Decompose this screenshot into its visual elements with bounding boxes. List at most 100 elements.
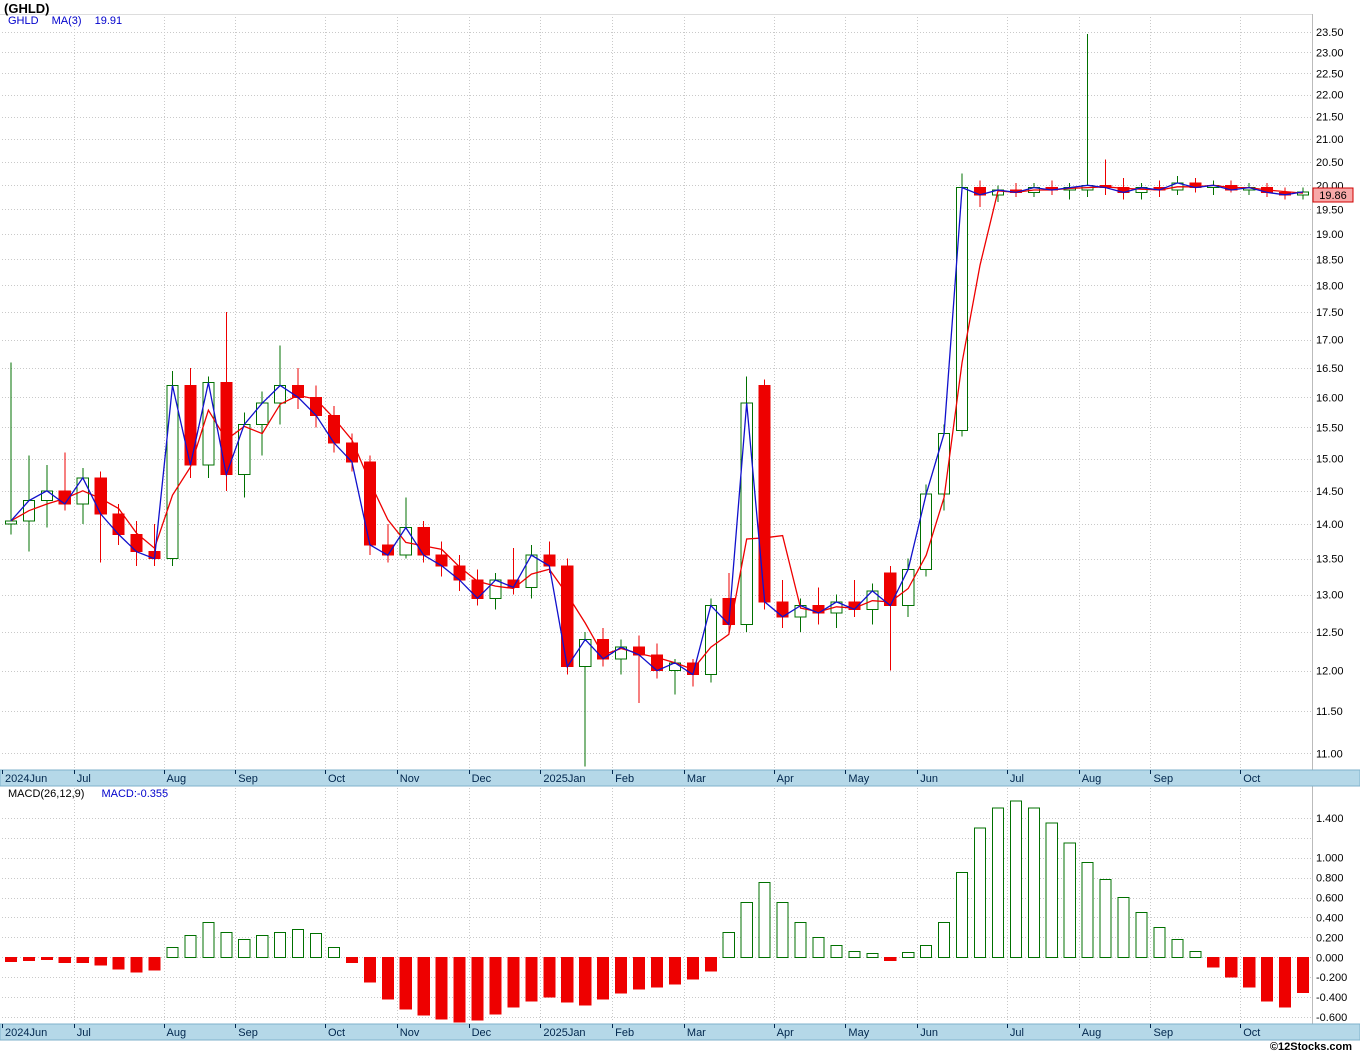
macd-bar (615, 956, 628, 994)
macd-bar (1207, 956, 1220, 968)
macd-bars (4, 800, 1310, 1023)
macd-bar (148, 956, 161, 971)
macd-bar (920, 944, 933, 958)
price-tick-label: 20.50 (1316, 157, 1344, 169)
candle-body (327, 414, 341, 444)
month-label: Sep (238, 1027, 258, 1039)
macd-bar (1261, 956, 1274, 1002)
month-label: Jul (77, 773, 91, 785)
month-label: May (848, 773, 869, 785)
macd-bar (1135, 911, 1148, 958)
month-label: Nov (400, 773, 420, 785)
macd-month-band: 2024Jun Jul Aug Sep Oct Nov Dec 2025Jan Feb Mar Ap… (0, 1023, 1360, 1041)
price-tick-label: 12.00 (1316, 666, 1344, 678)
price-tick-label: 21.00 (1316, 134, 1344, 146)
candle-body (525, 554, 538, 588)
month-label: Jul (1010, 1027, 1024, 1039)
price-tick-label: 16.50 (1316, 363, 1344, 375)
panel-frame (0, 14, 1313, 1024)
price-tick-label: 21.50 (1316, 112, 1344, 124)
price-tick-label: 22.00 (1316, 90, 1344, 102)
candle-body (256, 402, 269, 425)
macd-bar (1117, 897, 1130, 958)
macd-bar (1171, 938, 1184, 958)
month-label: Sep (1153, 773, 1173, 785)
macd-bar (345, 956, 358, 963)
macd-bar (4, 956, 18, 962)
candle-body (561, 565, 574, 668)
macd-bar (381, 956, 394, 1000)
close-line (10, 182, 1304, 676)
price-tick-label: 12.50 (1316, 627, 1344, 639)
price-axis-labels: 23.5023.0022.5022.0021.5021.0020.5020.00… (1316, 27, 1344, 760)
macd-tick-label: 0.400 (1316, 912, 1344, 924)
candle-body (417, 527, 430, 556)
month-label: Oct (328, 773, 345, 785)
month-label: Aug (167, 773, 187, 785)
price-tick-label: 13.00 (1316, 590, 1344, 602)
candle-body (94, 477, 107, 515)
macd-bar (722, 931, 735, 958)
month-label: Jul (77, 1027, 91, 1039)
month-label: Dec (472, 1027, 492, 1039)
last-price-value: 19.86 (1319, 190, 1347, 202)
macd-bar (1153, 926, 1166, 958)
macd-bar (238, 938, 251, 958)
macd-bar (309, 932, 323, 958)
candle-body (884, 572, 897, 607)
macd-tick-label: 0.600 (1316, 893, 1344, 905)
macd-bar (363, 956, 376, 983)
macd-bar (489, 956, 502, 1015)
month-label: Oct (328, 1027, 345, 1039)
month-label: Sep (238, 773, 258, 785)
macd-bar (830, 944, 843, 958)
macd-tick-label: 1.400 (1316, 813, 1344, 825)
macd-bar (650, 956, 664, 988)
price-tick-label: 13.50 (1316, 554, 1344, 566)
macd-tick-label: -0.600 (1316, 1012, 1347, 1024)
month-gridlines (74, 14, 1241, 1022)
macd-bar (40, 956, 53, 960)
macd-bar (435, 956, 448, 1020)
macd-bar (902, 951, 915, 958)
macd-axis-labels: 1.400 1.000 0.800 0.600 0.400 0.200 0.000 -0.20… (1316, 813, 1347, 1024)
macd-bar (76, 956, 89, 963)
price-tick-label: 18.00 (1316, 280, 1344, 292)
month-label: Nov (400, 1027, 420, 1039)
macd-tick-label: 0.000 (1316, 952, 1344, 964)
macd-bar (399, 956, 412, 1010)
macd-bar (1081, 862, 1094, 958)
candle-body (704, 605, 717, 676)
candle-body (453, 565, 466, 581)
price-month-band: 2024Jun Jul Aug Sep Oct Nov Dec 2025Jan Feb Mar Ap… (0, 769, 1360, 787)
macd-tick-label: 0.200 (1316, 932, 1344, 944)
candle-body (489, 579, 502, 599)
macd-bar (453, 956, 466, 1023)
macd-bar (704, 956, 717, 972)
month-label: 2024Jun (5, 773, 47, 785)
month-label: Aug (1082, 773, 1102, 785)
macd-bar (507, 956, 520, 1008)
macd-bar (776, 902, 789, 958)
macd-tick-label: 0.800 (1316, 873, 1344, 885)
month-label: Mar (687, 1027, 706, 1039)
price-tick-label: 18.50 (1316, 254, 1344, 266)
month-label: Mar (687, 773, 706, 785)
candle-body (238, 423, 251, 476)
price-tick-label: 11.50 (1316, 706, 1343, 718)
macd-bar (1099, 879, 1112, 958)
macd-bar (417, 956, 430, 1016)
price-tick-label: 14.50 (1316, 486, 1344, 498)
macd-bar (202, 921, 215, 958)
macd-bar (130, 956, 143, 973)
month-label: Aug (1082, 1027, 1102, 1039)
month-label: Aug (167, 1027, 187, 1039)
price-tick-label: 19.50 (1316, 204, 1344, 216)
macd-tick-label: -0.200 (1316, 972, 1347, 984)
macd-bar (686, 956, 699, 980)
macd-bar (938, 921, 951, 958)
macd-bar (1009, 800, 1022, 958)
macd-bar (956, 872, 969, 958)
macd-bar (866, 952, 879, 958)
